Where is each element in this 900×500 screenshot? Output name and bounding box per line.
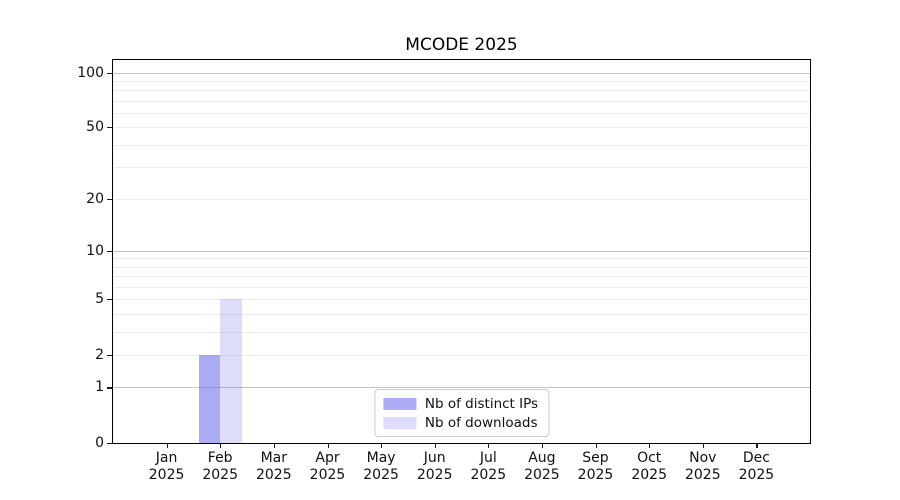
gridline-minor bbox=[113, 266, 810, 268]
x-tick-mark bbox=[649, 444, 651, 448]
plot-inner: Nb of distinct IPs Nb of downloads bbox=[113, 60, 810, 443]
x-tick-mark bbox=[756, 444, 758, 448]
x-tick-label: Sep 2025 bbox=[577, 450, 614, 483]
x-tick-mark bbox=[166, 444, 168, 448]
gridline-minor bbox=[113, 299, 810, 301]
y-tick-mark bbox=[107, 299, 112, 301]
x-tick-label: Jul 2025 bbox=[470, 450, 507, 483]
x-tick-mark bbox=[434, 444, 436, 448]
y-tick-mark bbox=[107, 127, 112, 129]
x-tick-label: Jan 2025 bbox=[148, 450, 185, 483]
x-tick-mark bbox=[273, 444, 275, 448]
y-tick-mark bbox=[107, 387, 112, 389]
x-tick-mark bbox=[702, 444, 704, 448]
x-tick-label: Dec 2025 bbox=[738, 450, 775, 483]
legend-swatch bbox=[382, 397, 416, 410]
bar-nb-of-downloads bbox=[220, 299, 242, 443]
legend: Nb of distinct IPs Nb of downloads bbox=[373, 389, 550, 437]
y-tick-label: 20 bbox=[86, 190, 104, 207]
legend-entry: Nb of downloads bbox=[382, 414, 538, 431]
gridline-minor bbox=[113, 113, 810, 114]
y-tick-label: 5 bbox=[95, 291, 104, 308]
y-tick-label: 1 bbox=[95, 379, 104, 396]
gridline-minor bbox=[113, 198, 810, 200]
y-tick-label: 2 bbox=[95, 346, 104, 363]
y-tick-mark bbox=[107, 198, 112, 200]
plot-area: Nb of distinct IPs Nb of downloads bbox=[112, 59, 811, 444]
y-tick-label: 0 bbox=[95, 435, 104, 451]
gridline-minor bbox=[113, 167, 810, 169]
x-tick-mark bbox=[595, 444, 597, 448]
y-tick-mark bbox=[107, 354, 112, 356]
x-tick-label: May 2025 bbox=[363, 450, 399, 483]
gridline-minor bbox=[113, 100, 810, 102]
gridline-minor bbox=[113, 276, 810, 278]
x-tick-label: Oct 2025 bbox=[631, 450, 667, 483]
x-tick-mark bbox=[541, 444, 544, 448]
x-tick-mark bbox=[488, 444, 490, 448]
x-tick-label: Apr 2025 bbox=[309, 450, 346, 483]
y-tick-label: 10 bbox=[86, 242, 104, 259]
gridline-minor bbox=[113, 80, 810, 82]
gridline-minor bbox=[113, 127, 810, 129]
gridline-minor bbox=[113, 331, 810, 333]
x-tick-label: Mar 2025 bbox=[255, 450, 292, 483]
gridline-minor bbox=[113, 90, 810, 92]
bar-nb-of-distinct-ips bbox=[198, 354, 221, 443]
gridline-minor bbox=[113, 144, 810, 146]
x-tick-label: Nov 2025 bbox=[684, 450, 721, 483]
gridline-minor bbox=[113, 258, 810, 260]
gridline-major bbox=[113, 250, 810, 252]
x-tick-mark bbox=[327, 444, 329, 448]
y-tick-mark bbox=[107, 72, 112, 74]
legend-entry: Nb of distinct IPs bbox=[382, 395, 539, 412]
legend-label: Nb of downloads bbox=[424, 414, 538, 431]
gridline-major bbox=[113, 72, 810, 74]
x-tick-mark bbox=[381, 444, 383, 448]
x-tick-label: Aug 2025 bbox=[524, 450, 560, 483]
x-tick-label: Feb 2025 bbox=[202, 450, 238, 483]
y-tick-mark bbox=[107, 250, 112, 252]
y-tick-mark bbox=[107, 443, 112, 445]
y-tick-label: 50 bbox=[86, 119, 104, 136]
legend-swatch bbox=[382, 416, 416, 429]
chart-title: MCODE 2025 bbox=[405, 35, 518, 55]
gridline-major bbox=[113, 387, 810, 389]
y-tick-label: 100 bbox=[77, 64, 104, 81]
x-tick-mark bbox=[220, 444, 222, 448]
legend-label: Nb of distinct IPs bbox=[424, 395, 539, 412]
x-tick-label: Jun 2025 bbox=[416, 450, 453, 483]
gridline-minor bbox=[113, 354, 810, 356]
gridline-minor bbox=[113, 286, 810, 288]
gridline-minor bbox=[113, 313, 810, 315]
